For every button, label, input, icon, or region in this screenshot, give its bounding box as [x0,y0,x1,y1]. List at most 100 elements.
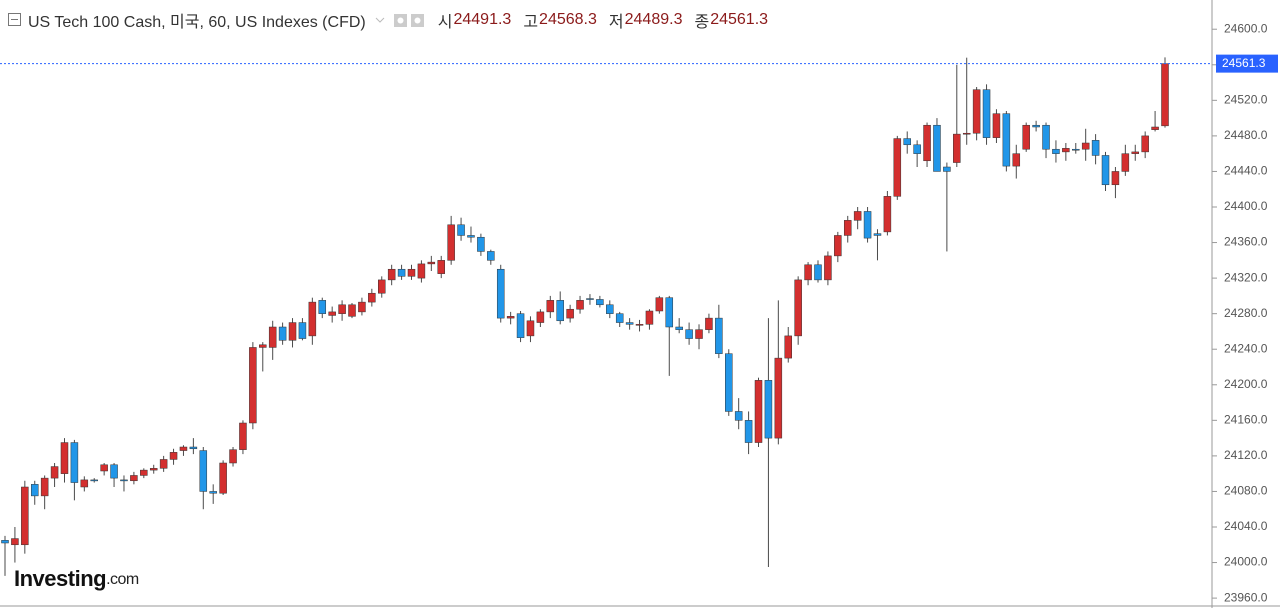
candle-body [725,353,733,412]
candle-body [1111,171,1120,186]
candle-body [903,138,911,146]
candle-body [715,317,723,354]
candle-body [784,335,792,359]
candle-body [992,113,1001,138]
candle-body [447,224,455,261]
ohlc-value: 24568.3 [539,11,597,28]
candle-body [824,255,832,281]
candle-body [229,449,237,464]
ohlc-value: 24561.3 [710,11,769,28]
candle-body [368,292,376,303]
candle-body [130,475,138,482]
candle-body [259,344,267,348]
candle-body [189,446,198,450]
candle-body [843,220,852,236]
candle-body [179,446,188,451]
candle-body [70,442,79,483]
candle-body [873,233,882,236]
candle-body [953,133,961,163]
logo: Investing.com [14,566,139,591]
candle-body [556,300,564,322]
candle-body [328,311,336,316]
candle-body [506,316,515,319]
candle-body [516,313,525,338]
y-tick-label: 24480.0 [1224,128,1268,142]
candle-body [546,300,555,313]
candle-body [1052,148,1060,154]
candle-body [219,462,227,494]
y-tick-label: 23960.0 [1224,590,1268,604]
y-tick-label: 24120.0 [1224,448,1268,462]
candle-body [100,464,108,472]
candle-body [774,357,783,439]
collapse-icon[interactable] [8,13,22,27]
logo-main: Investing [14,566,106,591]
candle-body [30,484,39,497]
candle-body [695,329,703,339]
y-tick-label: 24040.0 [1224,519,1268,533]
candle-body [90,479,98,482]
candle-body [913,144,921,154]
candle-body [606,304,614,314]
candle-body [110,464,118,479]
candle-body [764,380,773,439]
candle-body [1072,148,1080,151]
candle-body [149,468,158,471]
candle-body [427,261,436,265]
candle-body [685,329,693,339]
candle-body [526,320,535,337]
candle-body [1002,113,1011,167]
candle-body [1022,124,1030,150]
candle-body [923,124,931,162]
candle-body [1,540,9,544]
ohlc-value: 24491.3 [453,11,512,28]
ohlc-label: 종 [694,14,710,31]
candle-body [1042,124,1050,150]
ohlc-label: 고 [523,14,539,31]
candle-body [1151,126,1159,130]
candle-body [477,236,485,252]
ohlc-value: 24489.3 [624,11,683,28]
candle-body [169,452,178,460]
candle-body [655,297,664,312]
candle-body [120,479,128,482]
candle-body [457,224,465,236]
candle-body [437,260,445,274]
y-tick-label: 24160.0 [1224,413,1268,427]
candle-body [754,380,763,443]
y-tick-label: 24240.0 [1224,341,1268,355]
candle-body [794,279,802,337]
candle-body [417,263,426,279]
candle-body [268,326,277,348]
candle-body [467,235,475,238]
candle-body [1062,148,1070,153]
candle-body [883,196,892,233]
last-price-box [1216,54,1278,73]
candle-body [734,411,743,421]
candle-body [397,268,406,277]
y-tick-label: 24280.0 [1224,306,1268,320]
last-price-label: 24561.3 [1222,56,1266,70]
candle-body [1101,155,1110,186]
candle-body [496,268,505,319]
candle-body [1032,124,1040,128]
candle-body [298,322,307,339]
candle-body [487,251,495,261]
candle-body [387,268,396,281]
candle-body [804,264,812,281]
candle-body [21,486,29,546]
candle-body [625,322,634,325]
header: US Tech 100 Cash, 미국, 60, US Indexes (CF… [8,8,780,32]
candle-body [972,89,981,134]
candle-body [576,300,584,310]
logo-text: Investing.com [14,566,139,591]
candle-body [893,138,902,197]
candle-body [80,479,89,488]
y-tick-label: 24000.0 [1224,555,1268,569]
candle-body [159,459,168,469]
candle-body [278,326,287,341]
header-icons[interactable] [372,12,432,28]
candle-body [1121,153,1130,172]
candle-body [1081,142,1090,150]
